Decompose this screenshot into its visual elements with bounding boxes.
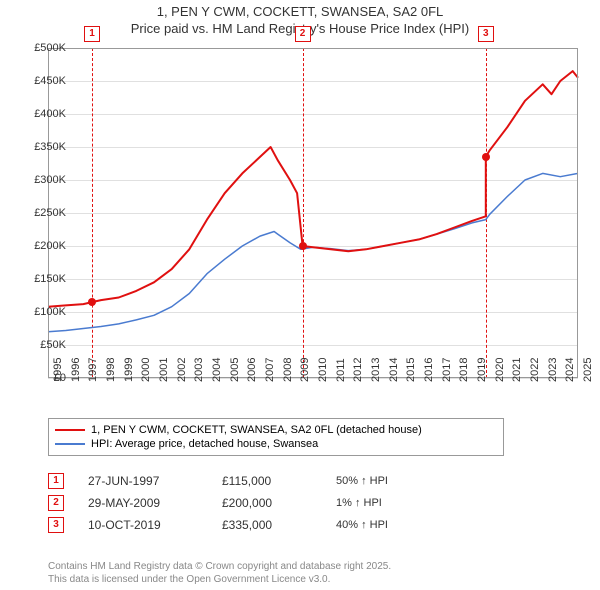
x-tick-label: 2006 <box>246 358 258 382</box>
x-tick-label: 2014 <box>388 358 400 382</box>
x-tick-label: 2024 <box>564 358 576 382</box>
sales-row-delta: 1% ↑ HPI <box>336 497 382 509</box>
x-tick-label: 2005 <box>229 358 241 382</box>
x-tick-label: 2009 <box>299 358 311 382</box>
sales-row-marker: 2 <box>48 495 64 511</box>
footer-line-2: This data is licensed under the Open Gov… <box>48 573 391 586</box>
sales-row: 2 29-MAY-2009 £200,000 1% ↑ HPI <box>48 492 388 514</box>
x-tick-label: 2004 <box>211 358 223 382</box>
legend-swatch <box>55 429 85 431</box>
x-tick-label: 1998 <box>105 358 117 382</box>
sales-row: 3 10-OCT-2019 £335,000 40% ↑ HPI <box>48 514 388 536</box>
plot-svg <box>48 48 578 378</box>
series-line <box>48 173 578 331</box>
y-tick-label: £150K <box>34 273 66 285</box>
footer: Contains HM Land Registry data © Crown c… <box>48 560 391 586</box>
title-line-1: 1, PEN Y CWM, COCKETT, SWANSEA, SA2 0FL <box>0 4 600 21</box>
x-tick-label: 2015 <box>405 358 417 382</box>
sale-dot <box>88 298 96 306</box>
x-tick-label: 1997 <box>87 358 99 382</box>
legend-label: HPI: Average price, detached house, Swan… <box>91 438 318 450</box>
chart-container: 1, PEN Y CWM, COCKETT, SWANSEA, SA2 0FL … <box>0 0 600 590</box>
sales-row-date: 27-JUN-1997 <box>88 474 198 488</box>
sale-marker-box: 3 <box>478 26 494 42</box>
plot-area: 123 <box>48 48 578 378</box>
sales-row-marker: 3 <box>48 517 64 533</box>
y-tick-label: £350K <box>34 141 66 153</box>
sales-row-delta: 50% ↑ HPI <box>336 475 388 487</box>
x-tick-label: 2008 <box>282 358 294 382</box>
legend: 1, PEN Y CWM, COCKETT, SWANSEA, SA2 0FL … <box>48 418 504 456</box>
legend-item: 1, PEN Y CWM, COCKETT, SWANSEA, SA2 0FL … <box>55 423 497 437</box>
sales-row-date: 29-MAY-2009 <box>88 496 198 510</box>
x-tick-label: 2018 <box>458 358 470 382</box>
sales-row-delta: 40% ↑ HPI <box>336 519 388 531</box>
sales-row-marker: 1 <box>48 473 64 489</box>
x-tick-label: 2013 <box>370 358 382 382</box>
x-tick-label: 2011 <box>335 358 347 382</box>
x-tick-label: 2002 <box>176 358 188 382</box>
y-tick-label: £100K <box>34 306 66 318</box>
x-tick-label: 2010 <box>317 358 329 382</box>
legend-label: 1, PEN Y CWM, COCKETT, SWANSEA, SA2 0FL … <box>91 424 422 436</box>
legend-swatch <box>55 443 85 445</box>
sales-row-date: 10-OCT-2019 <box>88 518 198 532</box>
x-tick-label: 2025 <box>582 358 594 382</box>
sale-marker-box: 1 <box>84 26 100 42</box>
y-tick-label: £300K <box>34 174 66 186</box>
sale-marker-box: 2 <box>295 26 311 42</box>
sales-row: 1 27-JUN-1997 £115,000 50% ↑ HPI <box>48 470 388 492</box>
x-tick-label: 2000 <box>140 358 152 382</box>
y-tick-label: £50K <box>40 339 66 351</box>
y-tick-label: £500K <box>34 42 66 54</box>
y-tick-label: £450K <box>34 75 66 87</box>
y-tick-label: £200K <box>34 240 66 252</box>
sales-row-price: £335,000 <box>222 518 312 532</box>
series-line <box>48 71 578 307</box>
legend-item: HPI: Average price, detached house, Swan… <box>55 437 497 451</box>
x-tick-label: 2003 <box>193 358 205 382</box>
x-tick-label: 1995 <box>52 358 64 382</box>
x-tick-label: 2021 <box>511 358 523 382</box>
x-tick-label: 2017 <box>441 358 453 382</box>
y-tick-label: £250K <box>34 207 66 219</box>
x-tick-label: 2020 <box>494 358 506 382</box>
y-tick-label: £400K <box>34 108 66 120</box>
x-tick-label: 2016 <box>423 358 435 382</box>
sale-dot <box>299 242 307 250</box>
x-tick-label: 2019 <box>476 358 488 382</box>
sales-row-price: £200,000 <box>222 496 312 510</box>
x-tick-label: 2007 <box>264 358 276 382</box>
x-tick-label: 2001 <box>158 358 170 382</box>
x-tick-label: 2022 <box>529 358 541 382</box>
x-tick-label: 1996 <box>70 358 82 382</box>
footer-line-1: Contains HM Land Registry data © Crown c… <box>48 560 391 573</box>
sales-table: 1 27-JUN-1997 £115,000 50% ↑ HPI 2 29-MAY-200… <box>48 470 388 536</box>
sale-dot <box>482 153 490 161</box>
sales-row-price: £115,000 <box>222 474 312 488</box>
x-tick-label: 1999 <box>123 358 135 382</box>
x-tick-label: 2012 <box>352 358 364 382</box>
x-tick-label: 2023 <box>547 358 559 382</box>
